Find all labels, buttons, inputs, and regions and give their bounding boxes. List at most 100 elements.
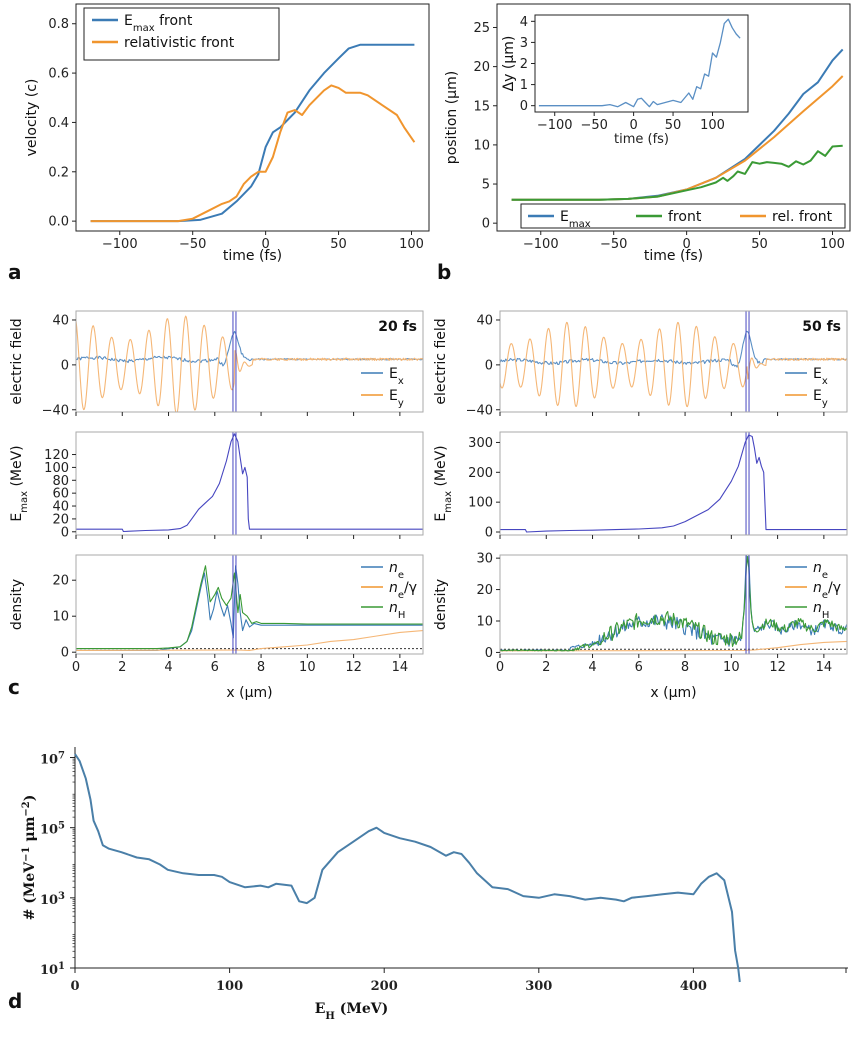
y-tick-label: 3	[520, 36, 528, 51]
legend: Emax front rel. front	[520, 203, 846, 230]
y-tick-label: 300	[468, 436, 493, 451]
panel-letter-d: d	[8, 989, 22, 1013]
legend-label: ne/γ	[389, 580, 417, 601]
x-tick-label: 100	[820, 237, 845, 252]
y-axis-label: Emax (MeV)	[433, 445, 454, 521]
inset-series-line	[538, 18, 741, 108]
x-axis-label: time (fs)	[644, 248, 703, 264]
subplot-frame	[75, 431, 424, 536]
legend-label: rel. front	[772, 209, 833, 225]
y-axis-label: Emax (MeV)	[9, 445, 30, 521]
x-tick-label: 6	[635, 660, 643, 675]
subplot-traces	[500, 311, 847, 412]
x-tick-label: 100	[700, 118, 725, 133]
subplot-traces	[500, 432, 847, 535]
subplot-frame	[499, 554, 848, 655]
y-tick-label: 0	[485, 358, 493, 373]
y-tick-label: 20	[52, 574, 69, 589]
y-tick-label: 0	[520, 99, 528, 114]
legend-label: Ey	[389, 388, 404, 409]
x-tick-label: −100	[537, 118, 573, 133]
subplot-frame	[499, 431, 848, 536]
subplot-background	[500, 555, 847, 654]
y-tick-label: 20	[476, 583, 493, 598]
series-line-front	[511, 144, 843, 201]
y-tick-label: 1	[520, 78, 528, 93]
x-tick-label: 200	[371, 979, 398, 994]
inset-background	[535, 15, 748, 112]
x-tick-label: 100	[216, 979, 243, 994]
legend-label: ne/γ	[813, 580, 841, 601]
inset-y-axis-label: Δy (μm)	[501, 36, 517, 92]
x-tick-label: 0	[261, 237, 269, 252]
series-line-ne-gamma	[76, 630, 423, 651]
y-tick-label: 80	[52, 474, 69, 489]
subplot-frame	[499, 310, 848, 413]
y-tick-label: 10	[52, 610, 69, 625]
inset-chart: −100 −50 0 50 100 0 1 2 3 4 time (fs) Δy (μm)	[501, 14, 749, 147]
x-tick-label: −50	[580, 118, 607, 133]
subplot-2: 0 100 200 300 Emax (MeV)	[433, 431, 848, 541]
panel-d-spectrum-chart: 0 100 200 300 400 101 103 105 107 EH (MeV) # (MeV−…	[21, 747, 848, 1022]
legend-label: Ex	[813, 366, 828, 387]
y-tick-label: −40	[466, 403, 493, 418]
x-tick-label: 10	[299, 660, 316, 675]
series-line-relativistic-front	[90, 84, 416, 223]
x-tick-label: 2	[542, 660, 550, 675]
x-tick-label: 10	[723, 660, 740, 675]
x-tick-label: 4	[588, 660, 596, 675]
legend-label: Emax	[560, 209, 591, 230]
legend-label: relativistic front	[124, 35, 235, 51]
y-tick-label: 0	[61, 525, 69, 540]
panel-letter-a: a	[8, 260, 22, 284]
plot-frame-b	[496, 3, 851, 232]
y-tick-label: 0.6	[48, 67, 69, 82]
subplot-background	[76, 555, 423, 654]
subplot-frame	[75, 310, 424, 413]
y-axis-label: position (μm)	[444, 71, 460, 164]
x-tick-label: 50	[751, 237, 768, 252]
y-axis-label: velocity (c)	[24, 79, 40, 157]
y-axis-label: density	[9, 579, 25, 630]
x-axis-label: x (μm)	[226, 685, 272, 701]
subplot-background	[76, 432, 423, 535]
y-axis-label: # (MeV−1 μm−2)	[21, 795, 39, 921]
y-axis-label: electric field	[9, 318, 25, 404]
legend-box	[520, 203, 846, 229]
series-line-emax	[76, 433, 423, 533]
x-tick-label: −50	[600, 237, 627, 252]
x-axis-label: EH (MeV)	[315, 1001, 389, 1022]
legend-label: Ey	[813, 388, 828, 409]
x-tick-label: 2	[118, 660, 126, 675]
y-tick-label: −40	[42, 403, 69, 418]
time-annotation: 50 fs	[802, 319, 841, 335]
y-tick-label: 120	[44, 448, 69, 463]
y-tick-label: 0	[485, 646, 493, 661]
y-tick-label: 103	[40, 890, 65, 908]
y-tick-label: 105	[40, 820, 65, 838]
y-tick-label: 200	[468, 466, 493, 481]
subplot-traces	[76, 432, 423, 535]
series-line-ey	[76, 315, 423, 412]
x-tick-label: 14	[392, 660, 409, 675]
y-tick-label: 40	[52, 500, 69, 515]
y-axis-label: density	[433, 579, 449, 630]
legend-label: nH	[389, 600, 405, 621]
plot-frame-a	[75, 3, 430, 232]
legend-label: Ex	[389, 366, 404, 387]
subplot-background	[500, 432, 847, 535]
y-tick-label: 0.0	[48, 215, 69, 230]
y-tick-label: 100	[468, 496, 493, 511]
y-tick-label: 0	[482, 217, 490, 232]
legend-label: ne	[813, 560, 828, 581]
y-tick-label: 20	[473, 60, 490, 75]
